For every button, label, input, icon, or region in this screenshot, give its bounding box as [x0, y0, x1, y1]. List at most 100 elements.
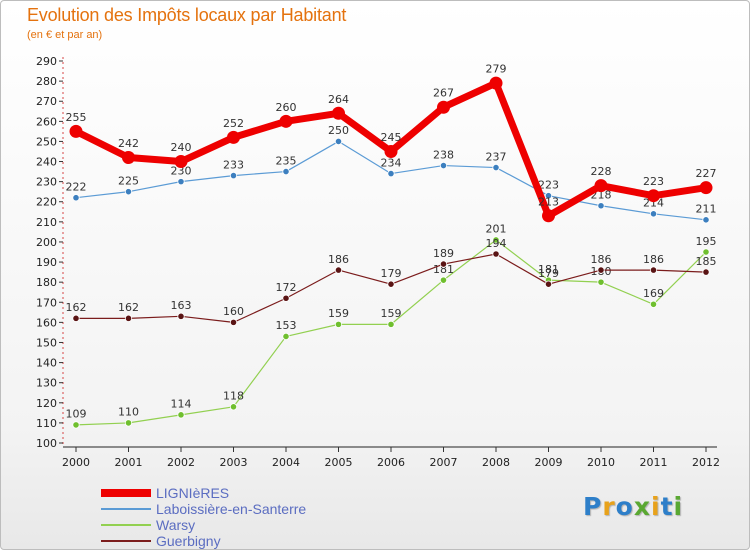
proxiti-logo: Proxiti: [583, 492, 683, 521]
y-tick-label: 120: [36, 397, 57, 410]
data-point-ligni-res: [384, 144, 398, 158]
data-label-laboissi-re-en-santerre: 233: [223, 158, 244, 171]
x-tick-label: 2003: [220, 456, 248, 469]
y-tick-label: 240: [36, 156, 57, 169]
y-tick-label: 280: [36, 75, 57, 88]
data-point-ligni-res: [594, 179, 608, 193]
logo-letter: i: [673, 492, 684, 521]
y-tick-label: 190: [36, 256, 57, 269]
data-label-ligni-res: 245: [381, 131, 402, 144]
data-label-ligni-res: 279: [486, 63, 507, 76]
data-point-guerbigny: [439, 260, 448, 268]
data-label-ligni-res: 264: [328, 93, 349, 106]
data-label-guerbigny: 186: [643, 253, 664, 266]
data-point-ligni-res: [69, 124, 83, 138]
logo-letter: t: [660, 492, 674, 521]
data-point-ligni-res: [122, 151, 135, 165]
data-point-laboissi-re-en-santerre: [229, 172, 238, 180]
x-tick-label: 2004: [272, 456, 300, 469]
data-label-ligni-res: 255: [66, 111, 87, 124]
data-point-warsy: [702, 248, 710, 256]
data-label-warsy: 159: [381, 307, 402, 320]
x-tick-label: 2000: [62, 456, 90, 469]
data-point-laboissi-re-en-santerre: [387, 169, 395, 178]
data-label-ligni-res: 242: [118, 137, 139, 150]
data-label-laboissi-re-en-santerre: 237: [486, 150, 507, 163]
data-point-warsy: [177, 411, 185, 419]
data-point-ligni-res: [542, 209, 555, 223]
legend-label: LIGNIèRES: [156, 485, 230, 501]
data-label-warsy: 181: [538, 263, 559, 276]
y-tick-label: 110: [36, 417, 57, 430]
data-label-warsy: 195: [696, 235, 717, 248]
y-tick-label: 230: [36, 176, 57, 189]
data-label-guerbigny: 162: [118, 301, 139, 314]
data-label-laboissi-re-en-santerre: 238: [433, 148, 454, 161]
x-tick-label: 2001: [115, 456, 143, 469]
data-label-ligni-res: 260: [276, 101, 297, 114]
data-point-laboissi-re-en-santerre: [177, 178, 185, 186]
chart-subtitle: (en € et par an): [27, 29, 103, 41]
x-tick-label: 2011: [640, 456, 668, 469]
logo-letter: o: [615, 492, 634, 521]
data-label-laboissi-re-en-santerre: 230: [171, 164, 192, 177]
data-label-laboissi-re-en-santerre: 223: [538, 179, 559, 192]
y-tick-label: 140: [36, 357, 57, 370]
x-tick-label: 2007: [430, 456, 458, 469]
y-tick-label: 130: [36, 377, 57, 390]
data-point-laboissi-re-en-santerre: [492, 163, 500, 172]
data-label-warsy: 153: [276, 319, 297, 332]
data-label-warsy: 110: [118, 406, 139, 419]
data-label-warsy: 201: [486, 223, 507, 236]
data-label-ligni-res: 213: [538, 195, 559, 208]
data-point-guerbigny: [229, 318, 238, 326]
y-tick-label: 160: [36, 316, 57, 329]
data-label-guerbigny: 163: [171, 299, 192, 312]
data-point-guerbigny: [387, 280, 395, 288]
data-label-guerbigny: 189: [433, 247, 454, 260]
data-point-laboissi-re-en-santerre: [649, 210, 658, 218]
legend-label: Laboissière-en-Santerre: [156, 501, 307, 517]
legend-label: Warsy: [156, 517, 196, 533]
x-tick-label: 2010: [587, 456, 615, 469]
data-point-ligni-res: [174, 155, 188, 169]
y-tick-label: 100: [36, 437, 57, 450]
data-point-warsy: [282, 332, 290, 341]
data-point-guerbigny: [282, 294, 290, 302]
legend-swatch: [101, 508, 151, 510]
data-point-laboissi-re-en-santerre: [702, 216, 710, 224]
data-label-guerbigny: 185: [696, 255, 717, 268]
data-label-laboissi-re-en-santerre: 234: [381, 156, 402, 169]
x-tick-label: 2005: [325, 456, 353, 469]
data-label-ligni-res: 252: [223, 117, 244, 130]
logo-letter: P: [583, 492, 603, 521]
legend-swatch: [101, 489, 151, 497]
data-label-guerbigny: 194: [486, 237, 507, 250]
x-tick-label: 2006: [377, 456, 405, 469]
data-point-warsy: [649, 300, 658, 308]
data-point-warsy: [439, 276, 448, 284]
data-point-warsy: [124, 419, 133, 427]
data-label-laboissi-re-en-santerre: 235: [276, 154, 297, 167]
x-tick-label: 2002: [167, 456, 195, 469]
data-point-ligni-res: [332, 106, 345, 120]
data-label-ligni-res: 267: [433, 87, 454, 100]
data-point-guerbigny: [177, 312, 185, 320]
data-label-guerbigny: 162: [66, 301, 87, 314]
data-point-laboissi-re-en-santerre: [439, 161, 448, 170]
data-point-laboissi-re-en-santerre: [597, 202, 605, 210]
data-label-laboissi-re-en-santerre: 214: [643, 197, 664, 210]
data-label-warsy: 114: [171, 398, 192, 411]
data-point-ligni-res: [227, 130, 240, 144]
data-point-guerbigny: [72, 314, 80, 322]
data-label-laboissi-re-en-santerre: 222: [66, 181, 87, 194]
legend-label: Guerbigny: [156, 533, 221, 549]
y-tick-label: 270: [36, 95, 57, 108]
y-tick-label: 260: [36, 115, 57, 128]
data-point-laboissi-re-en-santerre: [334, 137, 343, 146]
x-tick-label: 2008: [482, 456, 510, 469]
y-tick-label: 210: [36, 216, 57, 229]
data-label-warsy: 118: [223, 390, 244, 403]
logo-letter: x: [633, 492, 651, 521]
